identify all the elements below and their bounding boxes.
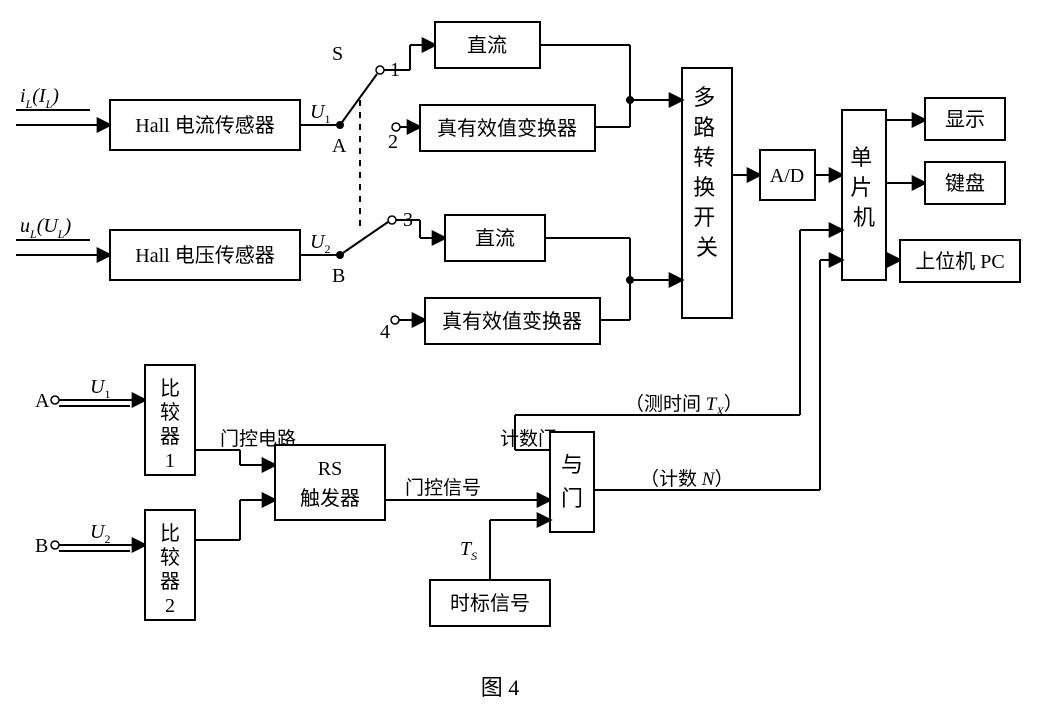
u2-label: U2	[310, 231, 330, 256]
time-signal-label: 时标信号	[450, 592, 530, 615]
switch-s-label: S	[332, 43, 343, 65]
ad-label: A/D	[770, 165, 804, 187]
u1-in-label: U1	[90, 376, 110, 401]
point-b-label: B	[332, 265, 345, 287]
switch-pos3	[388, 216, 396, 224]
dc2-label: 直流	[475, 227, 515, 250]
rms2-label: 真有效值变换器	[442, 310, 582, 333]
display-label: 显示	[945, 109, 985, 131]
rs-text2: 触发器	[300, 487, 360, 510]
gate-signal-label: 门控信号	[405, 477, 481, 499]
switch-pos2	[392, 123, 400, 131]
ts-label: TS	[460, 538, 477, 563]
point-a-label: A	[332, 135, 347, 157]
dc1-label: 直流	[467, 34, 507, 57]
u2-in-label: U2	[90, 521, 110, 546]
count-gate-label: 计数门	[500, 428, 557, 450]
meas-time-label: （测时间 TX）	[625, 393, 743, 418]
rms1-label: 真有效值变换器	[437, 117, 577, 140]
mcu-label: 单 片 机	[850, 145, 878, 230]
hall-current-sensor-label: Hall 电流传感器	[135, 114, 274, 137]
input-ul-label: uL(UL)	[20, 215, 71, 241]
u1-label: U1	[310, 101, 330, 126]
rs-text1: RS	[318, 458, 342, 480]
hall-voltage-sensor-label: Hall 电压传感器	[135, 244, 274, 267]
a-in-label: A	[35, 390, 50, 412]
pc-label: 上位机 PC	[915, 250, 1004, 273]
figure-caption: 图 4	[481, 675, 520, 700]
input-il-label: iL(IL)	[20, 85, 59, 111]
b-in-label: B	[35, 535, 48, 557]
switch-pos4-label: 4	[380, 321, 390, 343]
keyboard-label: 键盘	[945, 172, 985, 195]
and-gate-box	[550, 432, 594, 532]
switch-pos2-label: 2	[388, 131, 398, 153]
switch-pos1	[376, 66, 384, 74]
switch-pos4	[391, 316, 399, 324]
count-n-label: （计数 N）	[640, 468, 733, 490]
block-diagram: iL(IL) Hall 电流传感器 uL(UL) Hall 电压传感器 U1 A…	[0, 0, 1041, 719]
